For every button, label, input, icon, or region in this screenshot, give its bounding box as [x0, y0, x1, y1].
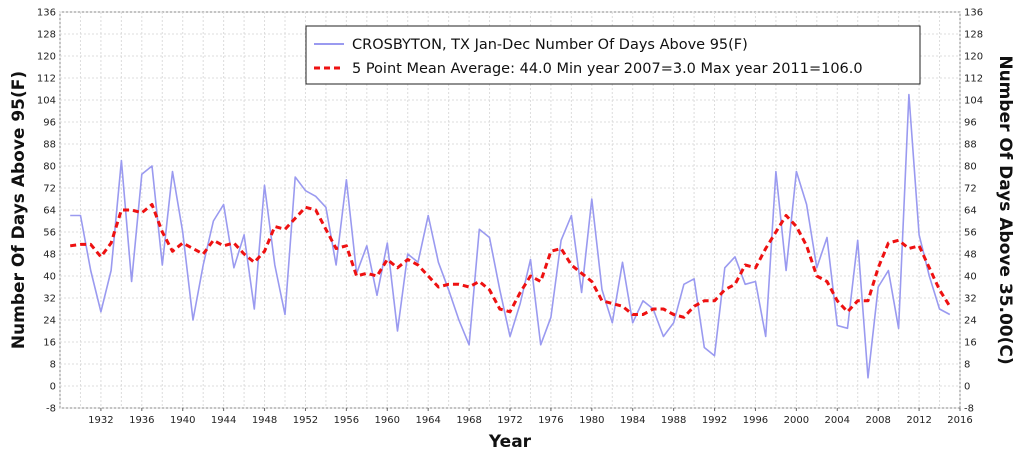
y-tick-label-right: 48	[964, 250, 977, 261]
y-tick-label-right: 40	[964, 272, 977, 283]
y-tick-label-left: 104	[37, 96, 56, 107]
x-tick-labels: 1932 1936 1940 1944 1948 1952 1956 1960 1964 1968…	[88, 408, 973, 426]
x-tick-label: 1932	[88, 415, 113, 426]
y-axis-label-right: Number Of Days Above 35.00(C)	[995, 55, 1015, 364]
y-tick-label-right: 0	[964, 382, 970, 393]
y-tick-label-left: 16	[43, 338, 56, 349]
y-tick-label-left: -8	[46, 404, 56, 415]
series-layer	[69, 93, 952, 379]
series-line-5-point-mean	[69, 203, 952, 319]
y-tick-label-right: 128	[964, 30, 983, 41]
y-axis-label-left: Number Of Days Above 95(F)	[9, 71, 29, 349]
y-tick-label-right: -8	[964, 404, 974, 415]
legend-box	[305, 25, 921, 85]
y-tick-label-right: 24	[964, 316, 977, 327]
y-tick-label-left: 0	[50, 382, 56, 393]
y-tick-label-left: 88	[43, 140, 56, 151]
x-tick-label: 2012	[906, 415, 931, 426]
y-tick-label-left: 72	[43, 184, 56, 195]
x-tick-label: 1944	[211, 415, 236, 426]
x-axis-label: Year	[488, 432, 532, 452]
x-tick-label: 2008	[865, 415, 890, 426]
x-tick-label: 1960	[375, 415, 400, 426]
y-tick-label-right: 112	[964, 74, 983, 85]
y-tick-label-left: 56	[43, 228, 56, 239]
y-tick-label-right: 64	[964, 206, 977, 217]
x-tick-label: 2000	[784, 415, 809, 426]
y-tick-label-right: 32	[964, 294, 977, 305]
x-tick-label: 1980	[579, 415, 604, 426]
y-tick-label-right: 72	[964, 184, 977, 195]
x-tick-label: 1940	[170, 415, 195, 426]
x-tick-label: 1992	[702, 415, 727, 426]
x-tick-label: 1964	[415, 415, 440, 426]
left-y-tick-labels: -8 0 8 16 24 32 40 48 56 64 72 80 88 96 104 112 120 128 13…	[37, 8, 56, 415]
x-tick-label: 1968	[456, 415, 481, 426]
x-tick-label: 1988	[661, 415, 686, 426]
y-tick-label-left: 48	[43, 250, 56, 261]
x-tick-label: 1936	[129, 415, 154, 426]
x-tick-label: 1956	[334, 415, 359, 426]
x-tick-label: 1996	[743, 415, 768, 426]
y-tick-label-right: 56	[964, 228, 977, 239]
y-tick-label-left: 136	[37, 8, 56, 19]
legend: CROSBYTON, TX Jan-Dec Number Of Days Abo…	[305, 25, 921, 85]
right-y-tick-labels: -8 0 8 16 24 32 40 48 56 64 72 80 88 96 104 112 120 128 13…	[964, 8, 983, 415]
y-tick-label-left: 24	[43, 316, 56, 327]
x-tick-label: 1948	[252, 415, 277, 426]
y-tick-label-left: 8	[50, 360, 56, 371]
y-tick-label-left: 40	[43, 272, 56, 283]
series-line-days-above-95	[70, 93, 951, 379]
x-tick-label: 2016	[947, 415, 972, 426]
y-tick-label-right: 88	[964, 140, 977, 151]
y-tick-label-right: 80	[964, 162, 977, 173]
y-tick-label-left: 32	[43, 294, 56, 305]
x-tick-label: 2004	[825, 415, 850, 426]
legend-label-series-2: 5 Point Mean Average: 44.0 Min year 2007…	[352, 61, 863, 77]
y-tick-label-left: 64	[43, 206, 56, 217]
y-tick-label-left: 128	[37, 30, 56, 41]
y-tick-label-right: 136	[964, 8, 983, 19]
y-tick-label-right: 120	[964, 52, 983, 63]
y-tick-label-right: 8	[964, 360, 970, 371]
y-tick-label-right: 16	[964, 338, 977, 349]
y-tick-label-right: 104	[964, 96, 983, 107]
y-tick-label-left: 80	[43, 162, 56, 173]
x-tick-label: 1972	[497, 415, 522, 426]
legend-label-series-1: CROSBYTON, TX Jan-Dec Number Of Days Abo…	[352, 37, 748, 53]
y-tick-label-left: 96	[43, 118, 56, 129]
y-tick-label-left: 112	[37, 74, 56, 85]
y-tick-label-right: 96	[964, 118, 977, 129]
x-tick-label: 1976	[538, 415, 563, 426]
x-tick-label: 1984	[620, 415, 645, 426]
y-tick-label-left: 120	[37, 52, 56, 63]
grid-lines	[59, 11, 961, 409]
x-tick-label: 1952	[293, 415, 318, 426]
